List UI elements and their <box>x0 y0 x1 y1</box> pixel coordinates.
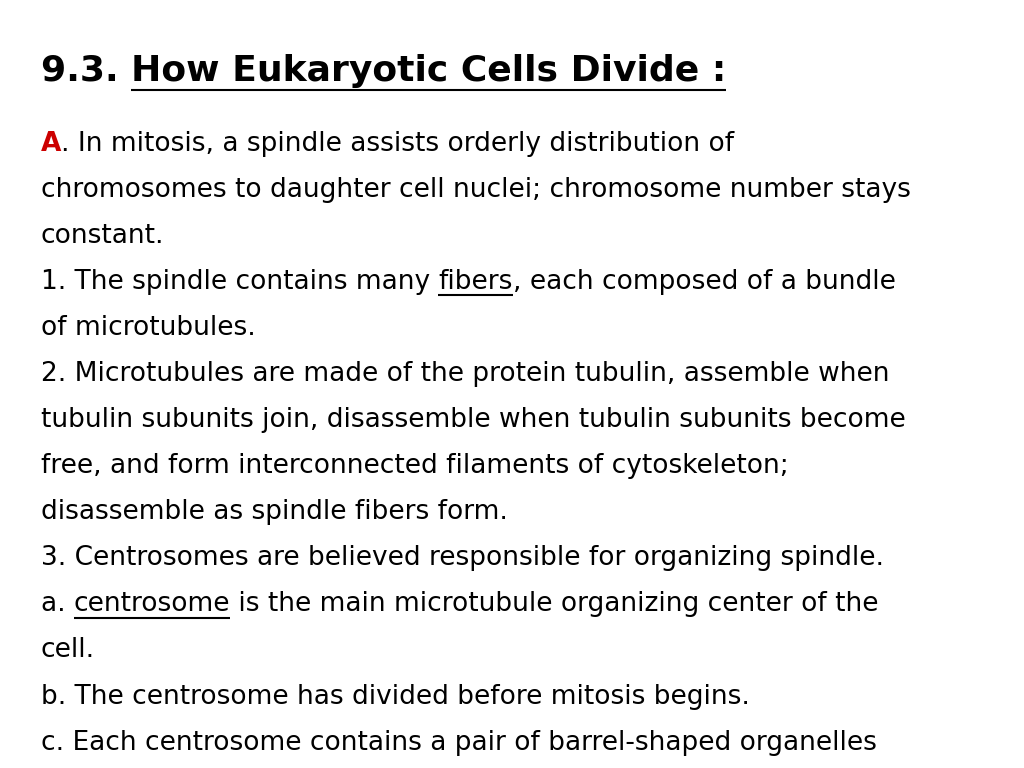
Text: disassemble as spindle fibers form.: disassemble as spindle fibers form. <box>41 499 508 525</box>
Text: , each composed of a bundle: , each composed of a bundle <box>513 269 896 295</box>
Text: of microtubules.: of microtubules. <box>41 315 256 341</box>
Text: chromosomes to daughter cell nuclei; chromosome number stays: chromosomes to daughter cell nuclei; chr… <box>41 177 910 203</box>
Text: a.: a. <box>41 591 74 617</box>
Text: How Eukaryotic Cells Divide :: How Eukaryotic Cells Divide : <box>131 54 726 88</box>
Text: 2. Microtubules are made of the protein tubulin, assemble when: 2. Microtubules are made of the protein … <box>41 361 890 387</box>
Text: centrosome: centrosome <box>74 591 230 617</box>
Text: . In mitosis, a spindle assists orderly distribution of: . In mitosis, a spindle assists orderly … <box>61 131 734 157</box>
Text: b. The centrosome has divided before mitosis begins.: b. The centrosome has divided before mit… <box>41 684 750 710</box>
Text: is the main microtubule organizing center of the: is the main microtubule organizing cente… <box>230 591 879 617</box>
Text: fibers: fibers <box>438 269 513 295</box>
Text: A: A <box>41 131 61 157</box>
Text: free, and form interconnected filaments of cytoskeleton;: free, and form interconnected filaments … <box>41 453 788 479</box>
Text: 9.3.: 9.3. <box>41 54 131 88</box>
Text: 3. Centrosomes are believed responsible for organizing spindle.: 3. Centrosomes are believed responsible … <box>41 545 884 571</box>
Text: constant.: constant. <box>41 223 165 249</box>
Text: c. Each centrosome contains a pair of barrel-shaped organelles: c. Each centrosome contains a pair of ba… <box>41 730 877 756</box>
Text: cell.: cell. <box>41 637 95 664</box>
Text: 1. The spindle contains many: 1. The spindle contains many <box>41 269 438 295</box>
Text: tubulin subunits join, disassemble when tubulin subunits become: tubulin subunits join, disassemble when … <box>41 407 905 433</box>
